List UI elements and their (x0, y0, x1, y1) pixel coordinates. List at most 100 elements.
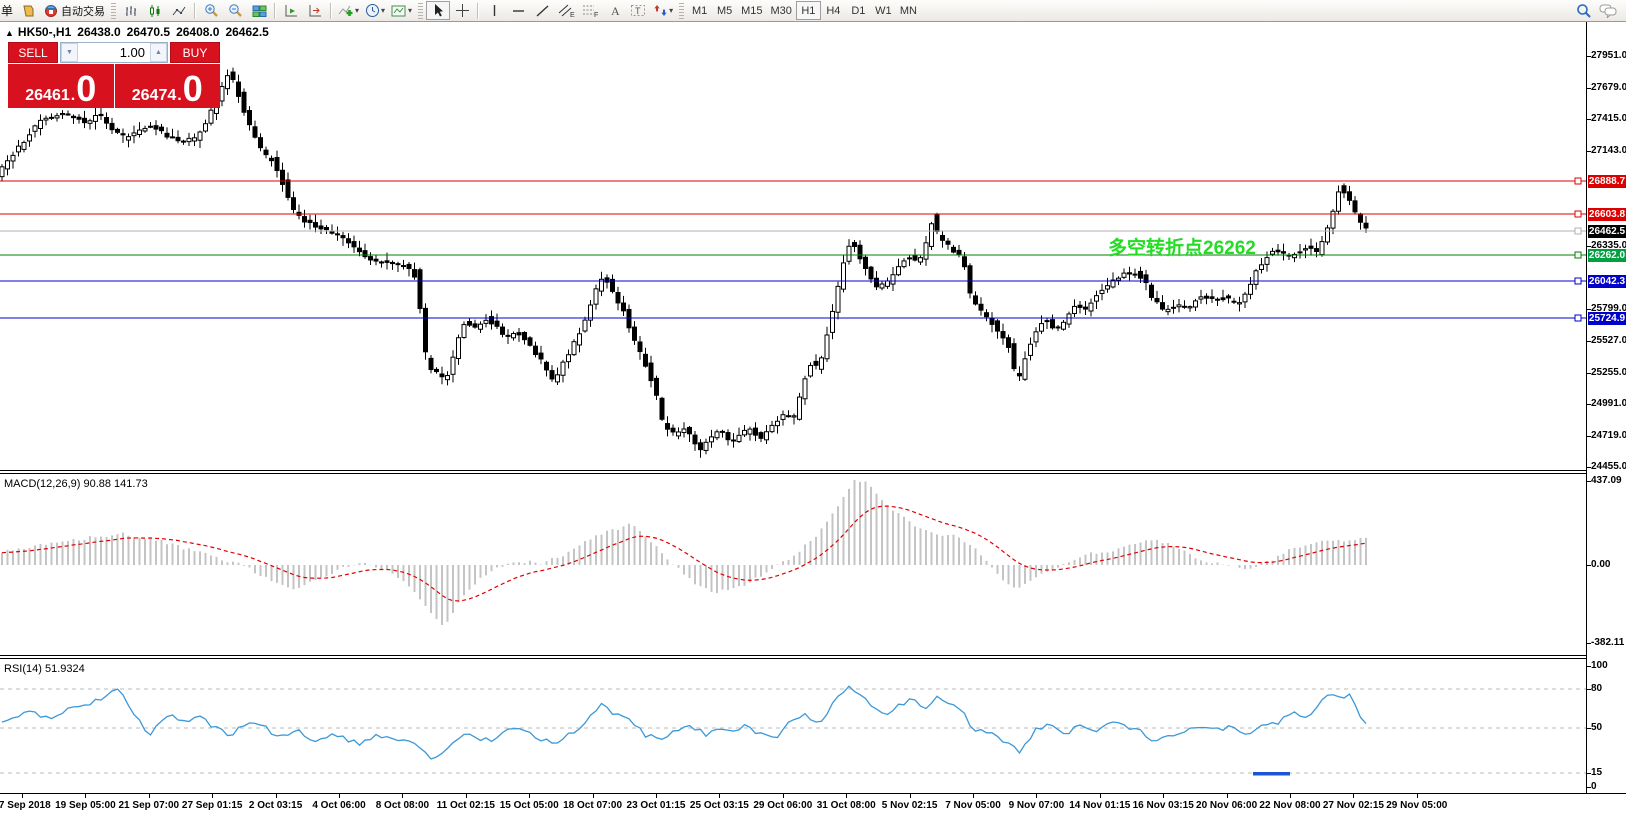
time-tick (339, 794, 340, 798)
templates-button[interactable]: ▾ (388, 1, 415, 20)
candle-body (225, 75, 230, 90)
tf-button-m1[interactable]: M1 (691, 4, 708, 17)
candle-body (1253, 270, 1259, 285)
candle-body (588, 304, 593, 321)
chart-shift-button[interactable] (303, 1, 327, 20)
candle-body (962, 256, 967, 268)
candle-body (362, 250, 368, 258)
price-tick-label: 24991.0 (1591, 398, 1626, 409)
text-label-tool[interactable]: T (626, 1, 650, 20)
volume-decrease-button[interactable]: ▼ (61, 43, 78, 62)
volume-value[interactable]: 1.00 (119, 45, 145, 60)
level-marker (1574, 251, 1582, 259)
channel-tool[interactable]: E (554, 1, 578, 20)
search-button[interactable] (1572, 1, 1596, 20)
indicators-button[interactable]: ▾ (335, 1, 362, 20)
candle-body (577, 333, 582, 346)
candle-body (1138, 270, 1143, 279)
bar-chart-button[interactable] (119, 1, 143, 20)
candle-body (478, 323, 483, 330)
price-axis[interactable]: 27951.0 27679.0 27415.0 27143.0 26335.0 25799… (1586, 21, 1626, 793)
candle-body (830, 310, 835, 333)
tf-button-w1[interactable]: W1 (875, 4, 892, 17)
crosshair-tool-button[interactable] (450, 1, 474, 20)
level-marker (1574, 314, 1582, 322)
tile-windows-button[interactable] (247, 1, 271, 20)
candle-body (725, 432, 731, 441)
trendline-tool[interactable] (530, 1, 554, 20)
candle-body (87, 120, 93, 124)
fibonacci-tool[interactable]: F (578, 1, 602, 20)
macd-tick-label: 437.09 (1591, 475, 1622, 486)
axis-tick (1587, 467, 1591, 468)
macd-signal-line (1, 505, 1367, 602)
periods-button[interactable]: ▾ (362, 1, 388, 20)
tf-button-mn[interactable]: MN (899, 4, 917, 17)
collapse-arrow-icon[interactable]: ▲ (5, 28, 14, 38)
candle-body (60, 112, 65, 116)
symbol-period-label: HK50-,H1 (17, 25, 72, 39)
candle-body (1176, 304, 1182, 308)
time-tick (212, 794, 214, 798)
new-order-button[interactable] (16, 1, 40, 20)
tf-button-h4[interactable]: H4 (826, 4, 841, 17)
price-level-label: 26042.3 (1588, 274, 1626, 288)
tf-button-m15[interactable]: M15 (741, 4, 763, 17)
horizontal-line-tool[interactable] (506, 1, 530, 20)
candle-body (1319, 241, 1325, 256)
pane-separator[interactable] (0, 655, 1626, 656)
toolbar-drag-handle[interactable] (111, 2, 117, 19)
sell-price[interactable]: 26461. 0 (8, 64, 114, 108)
tf-button-h1[interactable]: H1 (795, 1, 821, 20)
cut-off-order-label[interactable]: 单 (1, 4, 14, 18)
pane-separator[interactable] (0, 470, 1626, 471)
tf-button-m30[interactable]: M30 (770, 4, 792, 17)
candle-body (868, 266, 874, 280)
volume-increase-button[interactable]: ▲ (150, 43, 167, 62)
toolbar-drag-handle[interactable] (679, 2, 685, 19)
zoom-out-button[interactable] (223, 1, 247, 20)
tf-button-d1[interactable]: D1 (851, 4, 866, 17)
time-label: 7 Nov 05:00 (945, 800, 1001, 811)
buy-price-dot: . (177, 87, 182, 104)
zoom-in-button[interactable] (199, 1, 223, 20)
candle-body (65, 113, 71, 116)
time-label: 8 Oct 08:00 (375, 800, 430, 811)
candle-body (714, 431, 720, 439)
candle-body (643, 353, 648, 367)
candle-body (780, 414, 786, 420)
chevron-down-icon[interactable]: ▾ (408, 6, 413, 15)
candle-body (604, 277, 610, 283)
chevron-down-icon[interactable]: ▾ (669, 6, 674, 15)
candle-body (934, 214, 940, 232)
arrows-tool[interactable]: ▾ (650, 1, 676, 20)
toolbar-drag-handle[interactable] (418, 2, 424, 19)
autotrading-button[interactable]: 自动交易 (40, 1, 108, 20)
sell-button[interactable]: SELL (8, 42, 58, 63)
cursor-tool-button[interactable] (426, 1, 451, 20)
chat-button[interactable] (1596, 1, 1620, 20)
candlestick-chart-button[interactable] (143, 1, 167, 20)
candle-body (835, 285, 841, 313)
candle-body (1011, 343, 1017, 370)
text-tool[interactable]: A (602, 1, 626, 20)
buy-price[interactable]: 26474. 0 (114, 64, 220, 108)
candle-body (973, 295, 978, 305)
candle-body (406, 263, 412, 269)
time-label: 21 Sep 07:00 (118, 800, 180, 811)
candle-body (1363, 222, 1369, 229)
line-chart-button[interactable] (167, 1, 191, 20)
bars-icon (124, 4, 139, 18)
tf-button-m5[interactable]: M5 (716, 4, 733, 17)
candle-body (923, 242, 929, 260)
time-tick (909, 794, 911, 798)
auto-scroll-button[interactable] (279, 1, 303, 20)
buy-button[interactable]: BUY (170, 42, 220, 63)
time-tick (1099, 794, 1101, 798)
chevron-down-icon[interactable]: ▾ (381, 6, 386, 15)
candle-body (1160, 302, 1165, 310)
chevron-down-icon[interactable]: ▾ (355, 6, 360, 15)
vertical-line-tool[interactable] (482, 1, 506, 20)
